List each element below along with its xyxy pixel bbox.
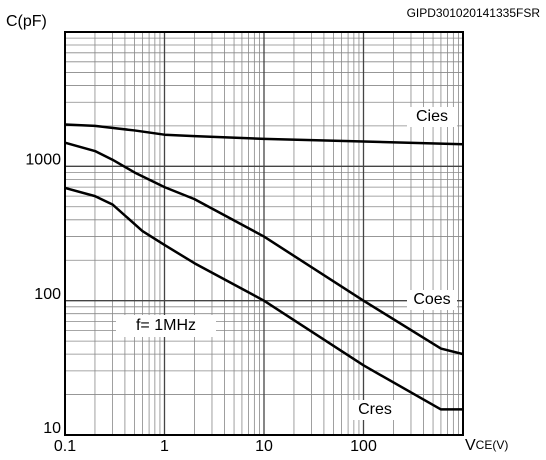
x-tick-label: 1	[160, 438, 169, 455]
x-tick-label: 10	[255, 438, 273, 455]
series-line	[64, 141, 464, 356]
x-axis-label-sub: CE(V)	[476, 438, 509, 452]
label-background	[350, 400, 400, 420]
label-background	[407, 107, 457, 127]
y-axis-label: C(pF)	[6, 13, 47, 30]
annotation-background	[116, 315, 216, 337]
y-tick-label: 1000	[25, 152, 61, 169]
x-axis-label: VCE(V)	[465, 437, 508, 454]
x-tick-label: 0.1	[54, 438, 76, 455]
series-label: Cres	[358, 401, 392, 418]
series-label: Cies	[416, 108, 448, 125]
figure-code: GIPD301020141335FSR	[407, 6, 541, 20]
x-axis-label-main: V	[465, 437, 476, 454]
plot-frame	[64, 31, 464, 436]
series-label: Coes	[413, 291, 450, 308]
y-tick-label: 100	[34, 286, 61, 303]
label-background	[407, 290, 457, 310]
series-line	[64, 123, 464, 146]
x-tick-label: 100	[350, 438, 377, 455]
annotation: f= 1MHz	[136, 317, 196, 334]
series-line	[64, 186, 463, 411]
y-tick-label: 10	[43, 420, 61, 437]
